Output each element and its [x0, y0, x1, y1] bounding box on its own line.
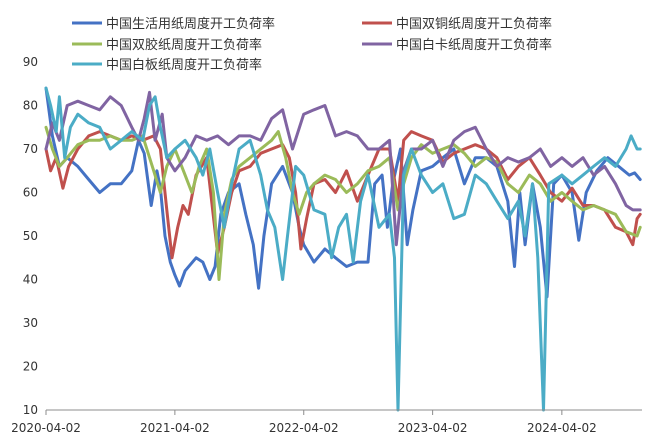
y-tick-label: 40 [23, 273, 38, 287]
x-tick-label: 2023-04-02 [398, 421, 468, 435]
y-axis-ticks: 10 20 30 40 50 60 70 80 90 [23, 55, 38, 417]
series-line-1 [44, 86, 642, 299]
x-axis-ticks: 2020-04-02 2021-04-02 2022-04-02 2023-04-02… [11, 410, 597, 435]
y-tick-label: 30 [23, 316, 38, 330]
series-lines [44, 86, 642, 412]
legend-label: 中国生活用纸周度开工负荷率 [106, 16, 275, 32]
x-tick-label: 2020-04-02 [11, 421, 81, 435]
y-tick-label: 70 [23, 142, 38, 156]
series-line-3 [44, 125, 642, 281]
y-tick-label: 80 [23, 99, 38, 113]
x-tick-label: 2021-04-02 [140, 421, 210, 435]
x-tick-label: 2024-04-02 [527, 421, 597, 435]
legend-label: 中国双胶纸周度开工负荷率 [106, 37, 262, 53]
legend-label: 中国白板纸周度开工负荷率 [106, 57, 262, 73]
legend-label: 中国白卡纸周度开工负荷率 [396, 37, 552, 53]
y-tick-label: 90 [23, 55, 38, 69]
x-tick-label: 2022-04-02 [269, 421, 339, 435]
y-tick-label: 50 [23, 229, 38, 243]
series-line-5 [44, 86, 642, 412]
y-tick-label: 60 [23, 186, 38, 200]
y-tick-label: 10 [23, 403, 38, 417]
legend-label: 中国双铜纸周度开工负荷率 [396, 16, 552, 32]
y-tick-label: 20 [23, 360, 38, 374]
